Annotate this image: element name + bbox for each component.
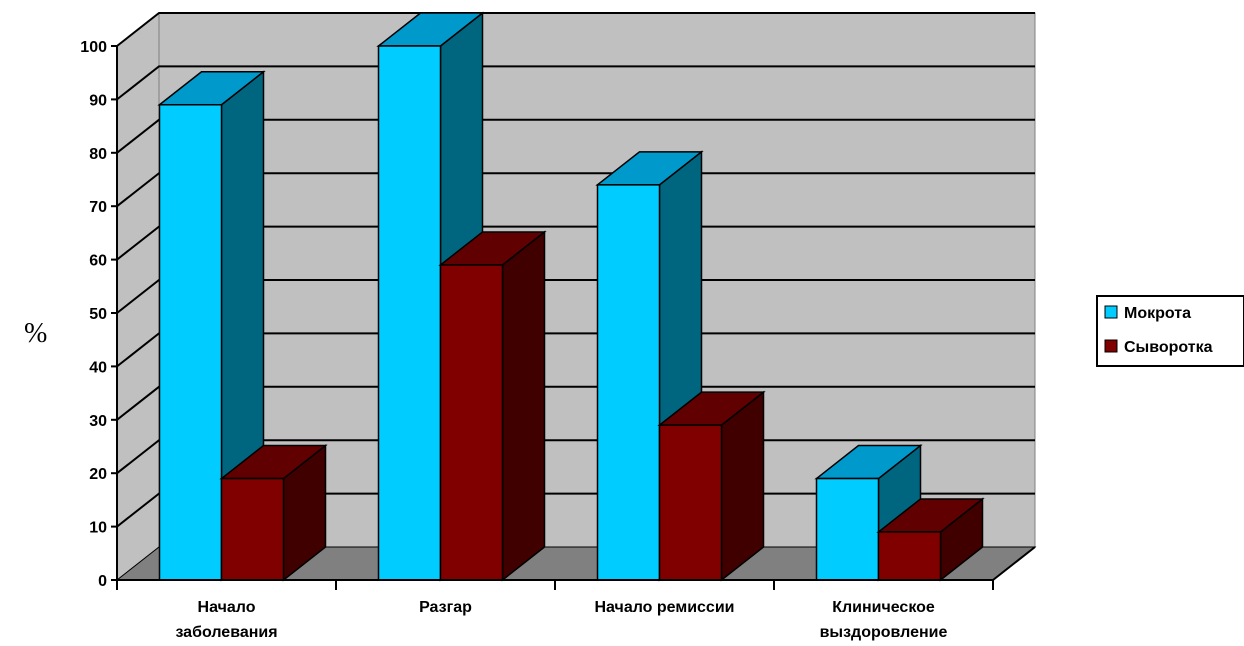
- bar-front: [158, 103, 223, 581]
- legend-swatch-syvorotka: [1104, 339, 1118, 353]
- floor-edge: [992, 546, 1036, 581]
- y-tick-label: 70: [89, 199, 107, 216]
- bar-front: [439, 264, 504, 581]
- bar-front: [815, 477, 880, 581]
- bar-syvorotka: [657, 390, 766, 582]
- y-axis-label: %: [24, 318, 47, 349]
- gridline: [116, 12, 1035, 47]
- y-tick-label: 90: [89, 92, 107, 109]
- y-tick-label: 10: [89, 520, 107, 537]
- gridline: [116, 65, 1035, 101]
- y-tick-label: 100: [80, 39, 107, 56]
- x-tick-label: Разгар: [419, 599, 472, 616]
- axes: 0 10 20 30 40 50 60 70 80 90 100 Начало заболевания Р…: [80, 39, 1036, 641]
- bar-front: [377, 45, 442, 581]
- bar-syvorotka: [219, 443, 328, 582]
- y-tick-label: 0: [98, 573, 107, 590]
- bar-front: [877, 531, 942, 581]
- bar-front: [658, 424, 723, 581]
- x-tick-label: Начало ремиссии: [594, 599, 734, 616]
- bar-side: [501, 230, 546, 582]
- legend-label-mokrota: Мокрота: [1124, 305, 1191, 322]
- y-tick-label: 50: [89, 306, 107, 323]
- y-tick-label: 80: [89, 146, 107, 163]
- legend: Мокрота Сыворотка: [1096, 295, 1244, 367]
- x-tick-label: Начало заболевания: [175, 599, 277, 641]
- legend-label-syvorotka: Сыворотка: [1124, 339, 1213, 356]
- legend-box: [1096, 295, 1244, 367]
- bar-front: [596, 184, 661, 581]
- y-tick-label: 40: [89, 359, 107, 376]
- y-tick-label: 60: [89, 253, 107, 270]
- legend-swatch-mokrota: [1104, 305, 1118, 319]
- bar-syvorotka: [438, 230, 547, 582]
- bar-front: [220, 477, 285, 581]
- bar-mokrota: [157, 70, 266, 582]
- x-tick-label: Клиническое выздоровление: [820, 599, 948, 641]
- bars: [157, 11, 985, 582]
- y-tick-label: 30: [89, 413, 107, 430]
- bar-syvorotka: [876, 497, 985, 582]
- y-tick-label: 20: [89, 466, 107, 483]
